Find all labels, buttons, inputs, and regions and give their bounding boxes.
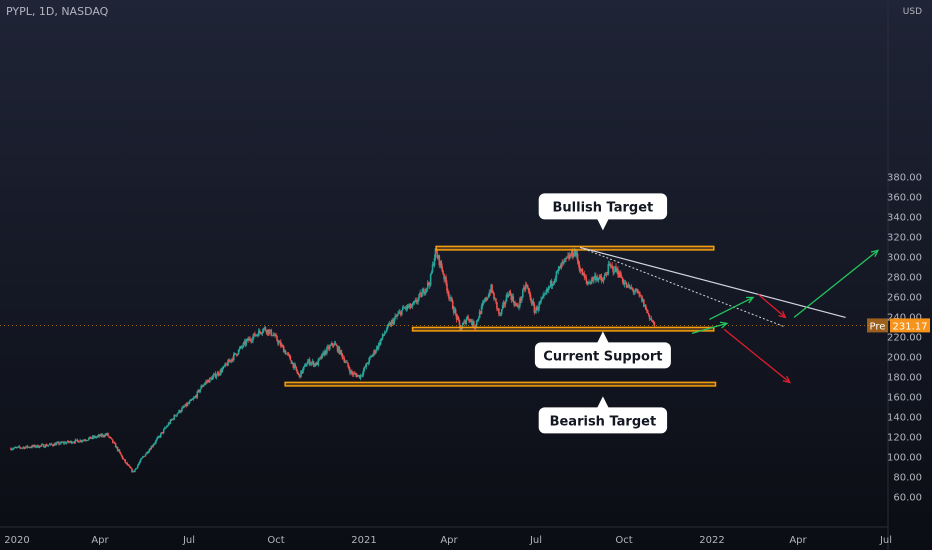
green-projection-arrow[interactable] (793, 249, 879, 318)
trendlines (0, 246, 888, 327)
pre-market-badge (867, 318, 888, 333)
x-tick-label: 2021 (351, 535, 376, 546)
currency-label[interactable]: USD (902, 7, 922, 17)
y-tick-label: 200.00 (887, 352, 922, 363)
y-tick-label: 220.00 (887, 332, 922, 343)
y-tick-label: 120.00 (887, 432, 922, 443)
x-tick-label: Jul (182, 535, 195, 546)
y-tick-label: 140.00 (887, 412, 922, 423)
symbol-header: PYPL, 1D, NASDAQ (6, 5, 109, 18)
red-projection-arrow[interactable] (757, 293, 786, 318)
x-tick-label: Apr (91, 535, 109, 546)
x-tick-label: Apr (440, 535, 458, 546)
trendline-dotted[interactable] (580, 246, 784, 327)
green-projection-arrow[interactable] (709, 296, 754, 320)
x-tick-label: 2022 (699, 535, 724, 546)
y-tick-label: 80.00 (893, 472, 922, 483)
price-axis[interactable]: 60.00 80.00 100.00 120.00 140.00 160.00 180.00… (867, 0, 930, 550)
y-tick-label: 360.00 (887, 192, 922, 203)
y-tick-label: 280.00 (887, 272, 922, 283)
callout-text: Bullish Target (553, 200, 654, 215)
x-tick-label: Jul (529, 535, 542, 546)
x-tick-label: Oct (267, 535, 284, 546)
callouts: Bullish Target Current Support Bearish Tar… (534, 193, 671, 434)
y-tick-label: 180.00 (887, 372, 922, 383)
trendline-solid[interactable] (580, 246, 846, 318)
last-price-value: 231.17 (893, 321, 928, 332)
candlestick-series (10, 245, 656, 473)
x-tick-label: 2020 (4, 535, 29, 546)
zone-1[interactable] (435, 245, 715, 251)
callout-3[interactable]: Bearish Target (538, 396, 668, 434)
arrow-head (719, 321, 729, 329)
y-tick-label: 240.00 (887, 312, 922, 323)
callout-text: Bearish Target (550, 414, 657, 429)
y-tick-label: 100.00 (887, 452, 922, 463)
y-tick-label: 60.00 (893, 492, 922, 503)
pre-market-label: Pre (870, 321, 886, 332)
zone-rectangles (284, 245, 717, 387)
x-tick-label: Apr (789, 535, 807, 546)
y-tick-label: 380.00 (887, 172, 922, 183)
arrow-head (746, 296, 755, 304)
x-tick-label: Jul (879, 535, 892, 546)
zone-2[interactable] (411, 326, 715, 332)
projection-arrows (691, 249, 880, 384)
arrow-head (870, 249, 880, 257)
red-projection-arrow[interactable] (723, 328, 791, 383)
x-tick-label: Oct (615, 535, 632, 546)
last-price-badge (890, 318, 930, 333)
time-axis[interactable]: 2020 Apr Jul Oct 2021 Apr Jul Oct 2022 Apr Jul (0, 526, 892, 546)
callout-1[interactable]: Bullish Target (538, 193, 668, 231)
y-tick-label: 340.00 (887, 212, 922, 223)
green-projection-arrow[interactable] (691, 322, 728, 335)
y-tick-label: 300.00 (887, 252, 922, 263)
y-tick-label: 160.00 (887, 392, 922, 403)
zone-3[interactable] (284, 381, 717, 387)
callout-text: Current Support (543, 349, 662, 364)
callout-2[interactable]: Current Support (534, 331, 671, 369)
y-tick-label: 320.00 (887, 232, 922, 243)
arrow-head (782, 375, 791, 384)
y-tick-label: 260.00 (887, 292, 922, 303)
arrow-head (778, 310, 787, 319)
